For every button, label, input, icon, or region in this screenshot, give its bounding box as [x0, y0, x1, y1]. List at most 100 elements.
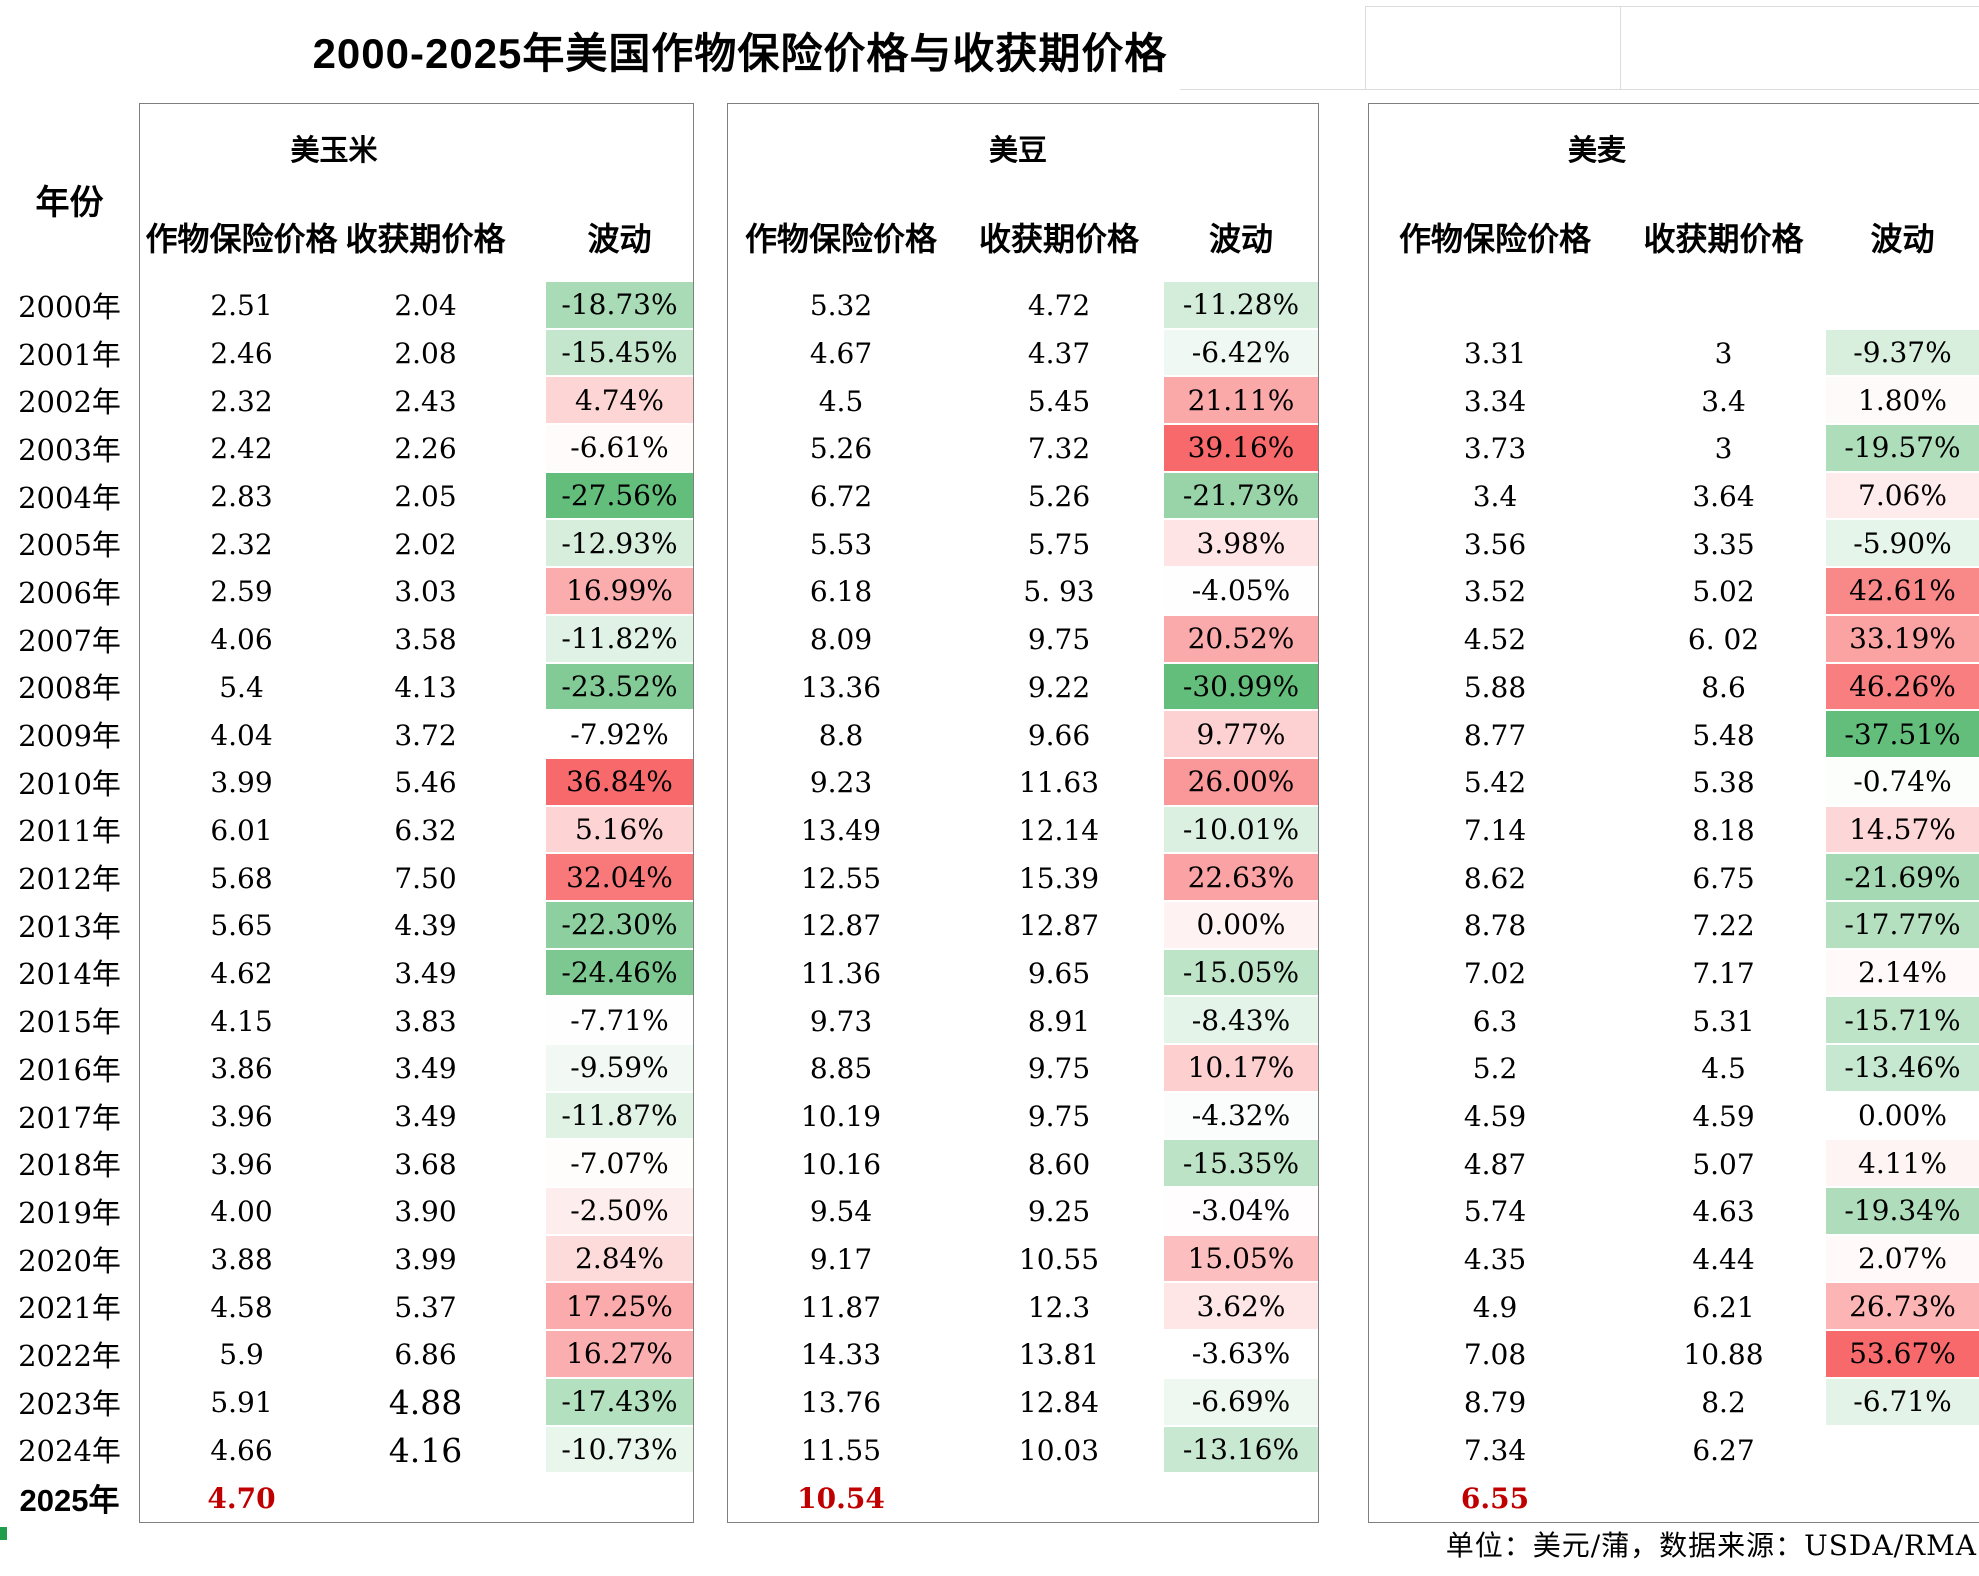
table-row: 4.66 4.16 -10.73% — [140, 1426, 693, 1475]
table-row: 8.77 5.48 -37.51% — [1369, 711, 1979, 759]
price-cell: 9.17 — [809, 1243, 873, 1277]
year-label: 2012年 — [18, 862, 121, 897]
soybean-table-header: 美豆 — [728, 104, 1318, 192]
year-label: 2017年 — [18, 1100, 121, 1135]
price-cell: 8.78 — [1463, 909, 1527, 943]
fluctuation-cell: 20.52% — [1164, 615, 1318, 664]
price-cell: 3.99 — [210, 766, 273, 800]
table-row: 8.79 8.2 -6.71% — [1369, 1378, 1979, 1427]
price-cell: 3.4 — [1472, 480, 1518, 514]
price-cell: 4.87 — [1463, 1147, 1527, 1181]
price-cell: 5. 93 — [1023, 575, 1095, 609]
table-row: 2.42 2.26 -6.61% — [140, 425, 693, 473]
fluctuation-cell: 46.26% — [1826, 663, 1979, 712]
price-cell: 5.2 — [1472, 1052, 1518, 1086]
wheat-table-title: 美麦 — [1567, 135, 1627, 167]
fluctuation-cell: 10.17% — [1164, 1045, 1318, 1093]
table-row: 11.36 9.65 -15.05% — [728, 949, 1318, 998]
fluctuation-cell: 7.06% — [1826, 472, 1979, 521]
price-cell: 8.18 — [1692, 813, 1755, 847]
table-row: 5.42 5.38 -0.74% — [1369, 758, 1979, 807]
fluctuation-cell: -24.46% — [546, 949, 693, 998]
table-row: 5.26 7.32 39.16% — [728, 425, 1318, 473]
price-cell: 4.15 — [210, 1004, 273, 1038]
price-cell: 4.39 — [394, 909, 457, 943]
price-cell: 9.75 — [1027, 1052, 1091, 1086]
corn-col-harvest-price: 收获期价格 — [345, 221, 506, 257]
year-label: 2022年 — [18, 1338, 121, 1373]
price-cell: 5.45 — [1027, 384, 1091, 418]
fluctuation-cell: -18.73% — [546, 282, 693, 330]
price-cell: 3.49 — [394, 956, 457, 990]
price-cell: 13.36 — [800, 670, 882, 704]
table-row: 5.88 8.6 46.26% — [1369, 663, 1979, 712]
price-cell: 8.77 — [1463, 718, 1527, 752]
price-cell: 8.2 — [1701, 1386, 1746, 1420]
price-cell: 4.5 — [1701, 1052, 1746, 1086]
price-cell: 3.35 — [1692, 527, 1755, 561]
green-corner-artifact — [0, 1527, 7, 1540]
table-row: 5.68 7.50 32.04% — [140, 854, 693, 902]
price-cell: 12.3 — [1027, 1290, 1091, 1324]
price-cell: 12.14 — [1018, 813, 1100, 847]
price-cell: 5.31 — [1692, 1004, 1755, 1038]
price-cell: 3.83 — [394, 1004, 457, 1038]
soybean-column-headers: 作物保险价格 收获期价格 波动 — [728, 192, 1318, 282]
fluctuation-cell: -11.82% — [546, 615, 693, 664]
fluctuation-cell: 39.16% — [1164, 425, 1318, 473]
fluctuation-cell: 32.04% — [546, 854, 693, 902]
price-cell: 6.72 — [809, 480, 873, 514]
wheat-table: 美麦 作物保险价格 收获期价格 波动 3.31 3 -9.37% 3.34 3.4 1.8… — [1368, 103, 1979, 1523]
price-cell: 4.16 — [388, 1430, 463, 1470]
fluctuation-cell: 3.98% — [1164, 520, 1318, 569]
price-cell: 2.59 — [210, 575, 273, 609]
year-label: 2009年 — [18, 719, 121, 754]
year-label: 2010年 — [18, 766, 121, 801]
price-cell: 13.76 — [800, 1386, 882, 1420]
table-row: 6.55 — [1369, 1474, 1979, 1522]
table-row: 8.09 9.75 20.52% — [728, 615, 1318, 664]
fluctuation-cell: -8.43% — [1164, 997, 1318, 1045]
table-row: 6.18 5. 93 -4.05% — [728, 568, 1318, 616]
table-row: 7.34 6.27 — [1369, 1427, 1979, 1475]
price-cell: 4.37 — [1027, 337, 1091, 371]
fluctuation-cell: -19.34% — [1826, 1188, 1979, 1236]
fluctuation-cell: -3.63% — [1164, 1331, 1318, 1379]
price-cell: 10.03 — [1018, 1433, 1100, 1467]
gridline-artifact — [1180, 89, 1979, 90]
price-cell: 8.09 — [809, 623, 873, 657]
fluctuation-cell: -30.99% — [1164, 663, 1318, 712]
price-cell: 3 — [1714, 337, 1733, 371]
price-cell: 2.08 — [394, 337, 457, 371]
table-row: 9.73 8.91 -8.43% — [728, 997, 1318, 1045]
table-row: 4.58 5.37 17.25% — [140, 1283, 693, 1332]
price-cell: 3.68 — [394, 1147, 457, 1181]
table-row: 9.54 9.25 -3.04% — [728, 1188, 1318, 1236]
fluctuation-cell: -27.56% — [546, 472, 693, 521]
soybean-rows: 5.32 4.72 -11.28% 4.67 4.37 -6.42% 4.5 5.45 21.1… — [728, 282, 1318, 1522]
price-cell: 7.08 — [1463, 1338, 1527, 1372]
table-row: 3.31 3 -9.37% — [1369, 329, 1979, 378]
wheat-col-insurance-price: 作物保险价格 — [1398, 221, 1591, 257]
price-cell: 5.88 — [1463, 670, 1527, 704]
table-row: 10.16 8.60 -15.35% — [728, 1140, 1318, 1189]
fluctuation-cell: -5.90% — [1826, 520, 1979, 569]
price-cell: 8.60 — [1027, 1147, 1091, 1181]
price-cell: 8.91 — [1027, 1004, 1091, 1038]
price-cell: 5.46 — [394, 766, 457, 800]
price-cell: 4.59 — [1463, 1100, 1527, 1134]
price-cell: 10.54 — [797, 1481, 885, 1515]
price-cell: 5.32 — [809, 289, 873, 323]
price-cell: 6.55 — [1460, 1481, 1530, 1515]
year-label: 2007年 — [18, 623, 121, 658]
price-cell: 10.88 — [1683, 1338, 1764, 1372]
price-cell: 13.81 — [1018, 1338, 1100, 1372]
soybean-table: 美豆 作物保险价格 收获期价格 波动 5.32 4.72 -11.28% 4.67 4.… — [727, 103, 1319, 1523]
year-label: 2015年 — [18, 1005, 121, 1040]
fluctuation-cell: -4.32% — [1164, 1092, 1318, 1141]
price-cell: 6.27 — [1692, 1433, 1755, 1467]
price-cell: 8.85 — [809, 1052, 873, 1086]
price-cell: 7.34 — [1463, 1433, 1527, 1467]
price-cell: 5.68 — [210, 861, 273, 895]
gridline-artifact — [1365, 6, 1979, 7]
